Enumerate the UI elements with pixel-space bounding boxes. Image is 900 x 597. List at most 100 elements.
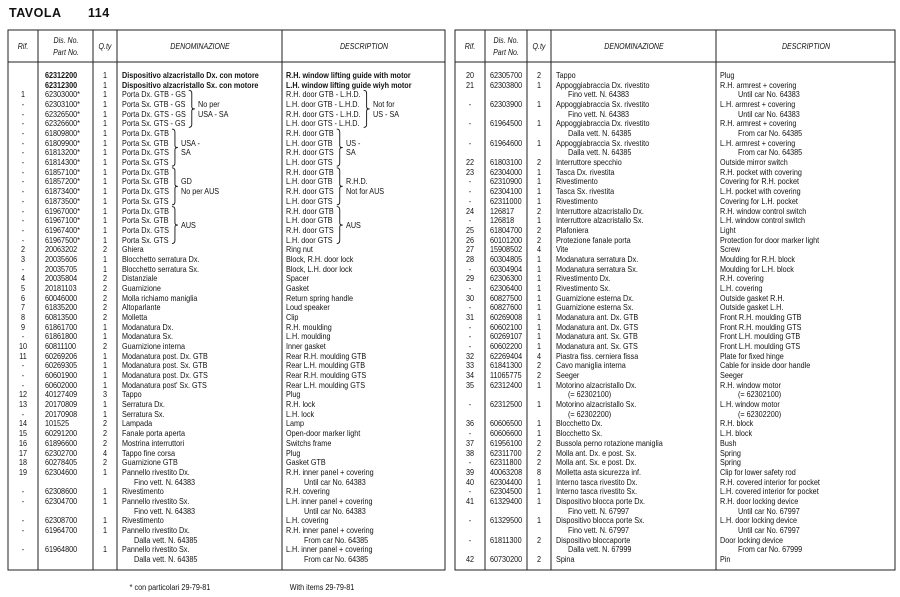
quantity: 1: [102, 544, 108, 555]
ref-number: 10: [18, 341, 28, 352]
name-en: L.H. covered interior for pocket: [720, 486, 819, 497]
name-en: R.H. window motor: [720, 379, 781, 390]
name-en: Rear L.H. moulding GTB: [286, 360, 366, 371]
table-border: [7, 29, 446, 571]
name-en: Block, L.H. door lock: [286, 263, 353, 274]
quantity: 1: [536, 515, 542, 526]
name-en: Plug: [286, 447, 301, 458]
group-brace: [336, 167, 343, 206]
name-en: Rear R.H. moulding GTS: [286, 370, 367, 381]
ref-number: -: [468, 534, 472, 545]
part-number: 62326500*: [45, 108, 80, 119]
name-it: Cavo maniglia interna: [556, 360, 626, 371]
ref-number: -: [468, 331, 472, 342]
quantity: 2: [536, 157, 542, 168]
quantity: 1: [102, 486, 108, 497]
name-it: Porta Dx. GTB: [122, 166, 169, 177]
quantity: 2: [102, 302, 108, 313]
name-en: R.H. door GTS: [286, 224, 334, 235]
ref-number: -: [468, 282, 472, 293]
name-it: Lampada: [122, 418, 153, 429]
quantity: 1: [102, 224, 108, 235]
name-it: Protezione fanale porta: [556, 234, 631, 245]
name-it: Dalla vett. N. 67999: [568, 544, 632, 555]
part-number: 60827600: [490, 302, 523, 313]
name-en: R.H. door GTB: [286, 128, 334, 139]
name-en: L.H. door GTB: [286, 176, 333, 187]
quantity: 1: [102, 205, 108, 216]
name-en: Outside gasket R.H.: [720, 292, 785, 303]
plate-number: 114: [88, 6, 110, 20]
quantity: 2: [536, 70, 542, 80]
part-number: 62312300: [45, 79, 78, 90]
quantity: 1: [102, 70, 108, 80]
group-note-it: GD: [180, 176, 192, 187]
name-it: Tappo: [556, 70, 576, 80]
part-number: 61809900*: [45, 137, 80, 148]
name-en: From car No. 67999: [738, 544, 803, 555]
name-it: Molla ant. Dx. e post. Sx.: [556, 447, 637, 458]
quantity: 1: [536, 186, 542, 197]
part-number: 60269305: [45, 360, 78, 371]
part-number: 61964600: [490, 137, 523, 148]
part-number: 61803100: [490, 157, 523, 168]
ref-number: -: [468, 118, 472, 129]
plate-label: TAVOLA: [9, 6, 62, 20]
part-number: 62326600*: [45, 118, 80, 129]
name-it: Blocchetto Sx.: [556, 428, 603, 439]
part-number: 60827500: [490, 292, 523, 303]
name-it: Altoparlante: [122, 302, 161, 313]
quantity: 1: [536, 195, 542, 206]
name-it: (= 62302200): [568, 408, 612, 419]
name-en: L.H. inner panel + covering: [286, 544, 373, 555]
column-header: Part No.: [52, 47, 79, 57]
part-number: 15908502: [490, 244, 523, 255]
ref-number: -: [468, 176, 472, 187]
ref-number: -: [468, 341, 472, 352]
group-note-it: SA: [180, 147, 191, 158]
ref-number: 39: [465, 466, 475, 477]
part-number: 60606500: [490, 418, 523, 429]
name-en: R.H. lock: [286, 399, 316, 410]
ref-number: -: [21, 137, 25, 148]
quantity: 1: [536, 476, 542, 487]
name-en: R.H. door GTB - L.H.D.: [286, 89, 361, 100]
name-it: Tasca Dx. rivestita: [556, 166, 615, 177]
quantity: 2: [536, 360, 542, 371]
name-en: R.H. door GTB: [286, 166, 334, 177]
name-it: Porta Dx. GTS: [122, 147, 169, 158]
ref-number: 23: [465, 166, 475, 177]
group-note-en: R.H.D.: [345, 176, 368, 187]
name-it: Guarnizione interna: [122, 341, 186, 352]
name-it: Modanatura ant. Dx. GTB: [556, 312, 639, 322]
name-it: Interno tasca rivestito Dx.: [556, 476, 638, 487]
ref-number: 19: [18, 466, 28, 477]
ref-number: -: [468, 428, 472, 439]
part-number: 20035705: [45, 263, 78, 274]
name-it: Pannello rivestito Sx.: [122, 495, 190, 506]
quantity: 1: [536, 263, 542, 274]
group-brace: [171, 167, 178, 206]
ref-number: -: [21, 99, 25, 110]
name-it: Dispositivo blocca porte Sx.: [556, 515, 645, 526]
part-number: 61814300*: [45, 157, 80, 168]
quantity: 2: [536, 370, 542, 381]
part-number: 62306300: [490, 273, 523, 284]
part-number: 11065775: [490, 370, 522, 381]
quantity: 1: [102, 234, 108, 245]
name-it: Modanatura Sx.: [122, 331, 173, 342]
ref-number: -: [21, 147, 25, 158]
part-number: 60813500: [45, 312, 78, 322]
name-en: L.H. window control switch: [720, 215, 806, 226]
name-en: From car No. 64385: [304, 554, 369, 564]
part-number: 61873400*: [45, 186, 80, 197]
name-it: Guarnizione esterna Dx.: [556, 292, 634, 303]
quantity: 1: [102, 321, 108, 332]
name-en: Clip: [286, 312, 299, 322]
name-it: Plafoniera: [556, 224, 589, 235]
name-it: Rivestimento Sx.: [556, 282, 611, 293]
part-number: 60606600: [490, 428, 523, 439]
name-en: Until car No. 67997: [738, 505, 800, 516]
name-it: Molla ant. Sx. e post. Dx.: [556, 457, 637, 468]
name-en: Until car No. 64383: [304, 505, 366, 516]
